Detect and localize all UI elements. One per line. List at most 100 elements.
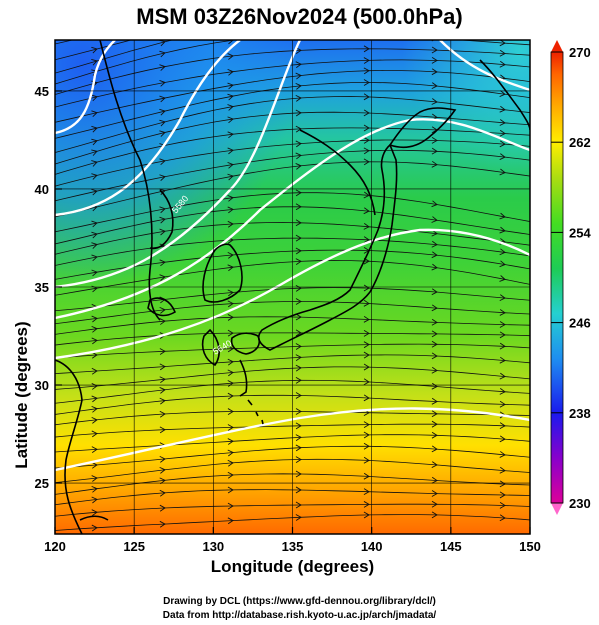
streamline-arrow xyxy=(431,304,438,312)
streamline-arrow xyxy=(227,289,234,297)
streamline-arrow xyxy=(228,24,234,31)
streamline-arrow xyxy=(363,456,370,464)
streamline xyxy=(55,354,530,375)
streamline-arrow xyxy=(431,420,438,428)
streamline-arrow xyxy=(159,119,166,127)
streamline-arrow xyxy=(91,446,98,454)
streamline xyxy=(55,343,530,359)
streamline-arrow xyxy=(227,358,234,366)
streamline-arrow xyxy=(295,234,302,242)
map-title: MSM 03Z26Nov2024 (500.0hPa) xyxy=(136,4,463,29)
y-tick-label-30: 30 xyxy=(35,378,49,393)
streamline-arrow xyxy=(91,31,97,38)
streamline xyxy=(55,222,530,255)
streamline-arrow xyxy=(91,416,98,424)
streamline-arrow xyxy=(295,354,302,361)
streamline xyxy=(55,366,530,390)
colorbar-label-246: 246 xyxy=(569,316,591,331)
streamline-arrow xyxy=(91,367,98,375)
x-tick-label-145: 145 xyxy=(440,539,462,554)
streamline-arrow xyxy=(295,94,302,102)
streamline xyxy=(55,192,530,233)
streamline-arrow xyxy=(159,206,166,214)
streamline-arrow xyxy=(91,94,98,102)
streamline xyxy=(55,237,530,266)
contour-line xyxy=(55,40,241,217)
streamline-arrow xyxy=(295,189,302,197)
streamline xyxy=(55,316,530,335)
streamline xyxy=(55,458,530,484)
streamline xyxy=(55,332,530,346)
streamline-arrow xyxy=(499,90,506,97)
streamline-arrow xyxy=(499,119,506,126)
streamline-arrow xyxy=(499,168,506,176)
streamline-arrow xyxy=(159,397,166,405)
streamline-arrow xyxy=(91,149,98,156)
streamline-arrow xyxy=(499,466,506,474)
y-tick-label-40: 40 xyxy=(35,182,49,197)
streamline-arrow xyxy=(295,47,302,54)
streamline-arrow xyxy=(227,147,234,155)
streamline-arrow xyxy=(295,258,302,266)
streamline-arrow xyxy=(363,394,370,402)
streamline-arrow xyxy=(295,514,302,521)
geopotential-contours xyxy=(55,40,530,472)
streamline-arrow xyxy=(91,173,98,180)
streamline-arrow xyxy=(500,12,506,19)
streamline-arrow xyxy=(91,509,98,517)
streamline-arrow xyxy=(364,0,369,6)
colorbar-label-254: 254 xyxy=(569,225,591,240)
y-tick-label-35: 35 xyxy=(35,280,49,295)
streamline-arrow xyxy=(295,364,302,372)
streamline-arrow xyxy=(227,502,234,510)
streamline-arrow xyxy=(431,147,438,155)
streamline-arrow xyxy=(363,57,370,64)
streamline-arrow xyxy=(91,188,98,196)
streamline-arrow xyxy=(295,298,302,305)
streamline-arrow xyxy=(432,20,438,26)
streamline-arrow xyxy=(295,434,302,441)
streamline-arrow xyxy=(295,203,302,211)
streamline-arrow xyxy=(431,330,438,338)
streamline-arrow xyxy=(363,93,370,101)
streamline-arrow xyxy=(295,140,302,148)
streamline-arrow xyxy=(159,466,166,474)
streamline-arrow xyxy=(91,524,98,532)
streamline-arrow xyxy=(431,397,438,405)
streamline-arrow xyxy=(91,160,98,167)
streamline xyxy=(55,139,530,187)
streamline-arrow xyxy=(431,137,438,144)
streamline-arrow xyxy=(296,31,301,37)
streamline-arrow xyxy=(499,342,506,350)
streamline-arrow xyxy=(159,318,166,325)
streamline-arrow xyxy=(431,160,438,168)
streamline xyxy=(55,48,530,95)
streamline-arrow xyxy=(431,500,438,508)
streamline-arrow xyxy=(159,348,166,355)
colorbar-label-270: 270 xyxy=(569,45,591,60)
streamline-arrow xyxy=(227,329,234,337)
streamline-arrow xyxy=(499,275,506,282)
streamline xyxy=(55,473,530,495)
streamline-arrow xyxy=(499,105,506,113)
coastline xyxy=(99,40,161,321)
streamline-arrow xyxy=(499,422,506,430)
streamline-arrow xyxy=(500,0,506,3)
streamline-arrow xyxy=(227,13,233,20)
streamline-arrow xyxy=(91,395,98,403)
streamline-arrow xyxy=(91,475,98,482)
streamline-arrow xyxy=(227,424,234,431)
x-tick-label-130: 130 xyxy=(202,539,224,554)
contour-line xyxy=(55,40,116,135)
colorbar xyxy=(550,51,564,504)
streamline-arrow xyxy=(295,501,302,509)
colorbar-label-262: 262 xyxy=(569,135,591,150)
streamline-arrow xyxy=(295,329,302,337)
streamline xyxy=(55,111,530,165)
streamline-arrow xyxy=(363,421,370,429)
streamline-arrow xyxy=(363,109,370,117)
streamline-arrow xyxy=(499,502,506,509)
streamline-arrow xyxy=(431,263,438,271)
streamline-arrow xyxy=(499,212,506,220)
streamline-arrow xyxy=(499,321,506,328)
